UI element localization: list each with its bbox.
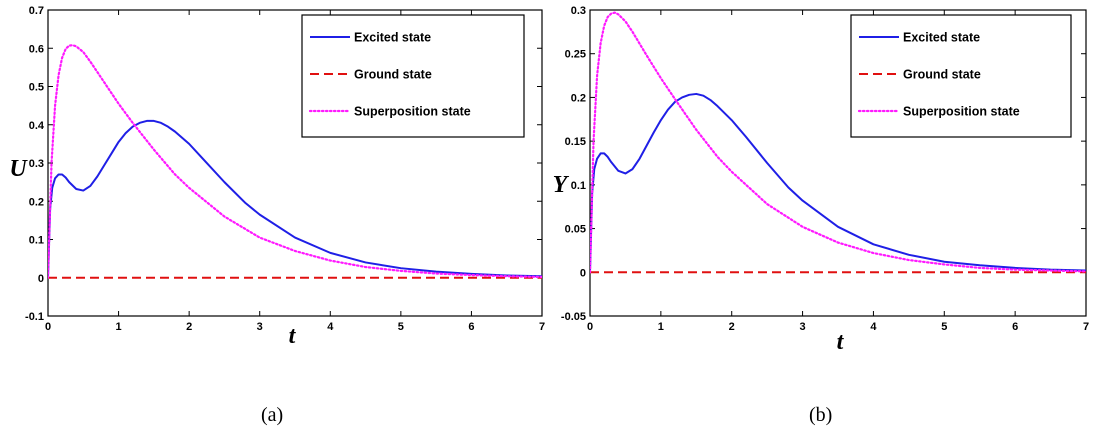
chart-b: 0 1 2 3 4 5 6 7-0.0500.050.10.150.20.250.3Excit… — [553, 5, 1089, 355]
y-tick-label: -0.05 — [561, 311, 586, 323]
y-tick-label: 0.6 — [29, 43, 44, 55]
x-tick-label: 7 — [539, 321, 545, 333]
y-tick-label: 0.4 — [29, 120, 45, 132]
series-line-excited-state — [48, 119, 542, 278]
x-tick-label: 6 — [1012, 321, 1018, 333]
y-tick-label: 0.05 — [565, 224, 586, 236]
x-tick-label: 0 — [587, 321, 593, 333]
x-tick-label: 4 — [870, 321, 877, 333]
x-tick-label: 1 — [658, 321, 664, 333]
y-tick-label: 0.1 — [571, 180, 586, 192]
legend-box — [301, 14, 525, 138]
legend-label: Excited state — [354, 31, 431, 45]
x-tick-label: 5 — [398, 321, 404, 333]
x-tick-label: 3 — [257, 321, 263, 333]
y-tick-label: 0 — [580, 267, 586, 279]
x-tick-label: 2 — [186, 321, 192, 333]
x-tick-label: 2 — [729, 321, 735, 333]
x-axis-label: t — [289, 323, 297, 349]
x-tick-label: 3 — [800, 321, 806, 333]
legend-label: Superposition state — [903, 105, 1020, 119]
y-tick-label: 0 — [38, 273, 44, 285]
x-tick-label: 5 — [941, 321, 947, 333]
series-line-superposition-state — [590, 11, 1086, 274]
y-axis-label: Υ — [553, 172, 570, 198]
series-line-superposition-state — [48, 44, 542, 279]
series-line-excited-state — [590, 92, 1086, 273]
x-tick-label: 7 — [1083, 321, 1089, 333]
y-tick-label: 0.5 — [29, 82, 44, 94]
legend-label: Excited state — [903, 31, 980, 45]
caption-b: (b) — [809, 404, 833, 426]
legend-label: Ground state — [354, 68, 432, 82]
x-tick-label: 6 — [468, 321, 474, 333]
legend-box — [850, 14, 1072, 138]
chart-a: 0 1 2 3 4 5 6 7-0.100.10.20.30.40.50.60.7Excite… — [9, 5, 545, 349]
y-tick-label: -0.1 — [25, 311, 44, 323]
y-tick-label: 0.3 — [29, 158, 44, 170]
y-tick-label: 0.2 — [571, 92, 586, 104]
y-tick-label: 0.1 — [29, 235, 44, 247]
y-axis-label: U — [9, 156, 28, 182]
legend-label: Superposition state — [354, 105, 471, 119]
y-tick-label: 0.25 — [565, 49, 586, 61]
y-tick-label: 0.7 — [29, 5, 44, 17]
y-tick-label: 0.15 — [565, 136, 586, 148]
y-tick-label: 0.2 — [29, 196, 44, 208]
x-tick-label: 4 — [327, 321, 334, 333]
y-tick-label: 0.3 — [571, 5, 586, 17]
legend-label: Ground state — [903, 68, 981, 82]
x-axis-label: t — [837, 329, 845, 355]
caption-a: (a) — [261, 404, 284, 426]
x-tick-label: 1 — [116, 321, 122, 333]
x-tick-label: 0 — [45, 321, 51, 333]
